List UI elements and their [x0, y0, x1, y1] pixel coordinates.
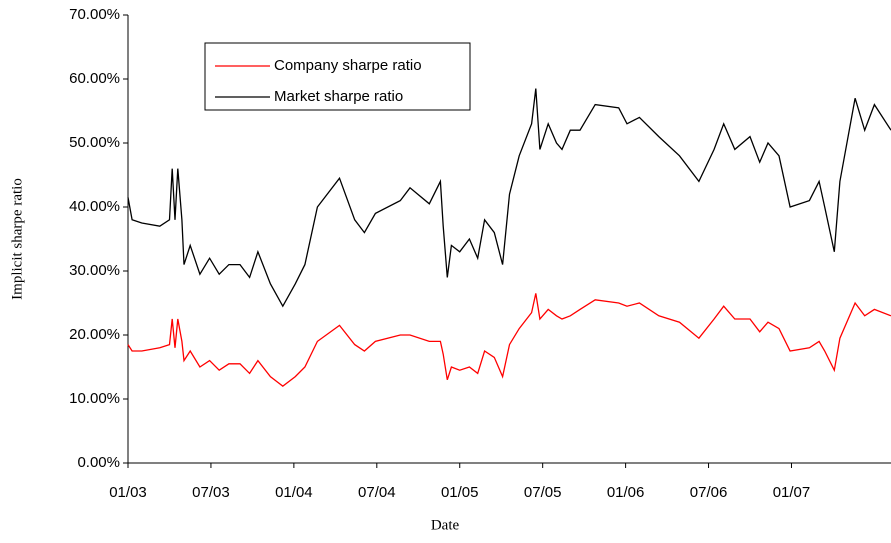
- x-tick-label: 01/04: [275, 484, 313, 501]
- x-tick-label: 07/04: [358, 484, 396, 501]
- x-tick-label: 01/07: [773, 484, 811, 501]
- y-tick-label: 30.00%: [69, 262, 120, 279]
- y-tick-label: 50.00%: [69, 134, 120, 151]
- legend-label: Company sharpe ratio: [274, 57, 422, 74]
- x-tick-label: 07/03: [192, 484, 230, 501]
- x-tick-label: 01/06: [607, 484, 645, 501]
- x-axis-label: Date: [431, 517, 460, 533]
- x-tick-label: 01/03: [109, 484, 147, 501]
- y-tick-label: 40.00%: [69, 198, 120, 215]
- y-tick-label: 70.00%: [69, 6, 120, 23]
- x-tick-label: 07/06: [690, 484, 728, 501]
- x-tick-label: 01/05: [441, 484, 479, 501]
- y-tick-label: 60.00%: [69, 70, 120, 87]
- y-tick-label: 10.00%: [69, 390, 120, 407]
- series-line: [127, 88, 891, 308]
- y-axis-label: Implicit sharpe ratio: [9, 178, 25, 300]
- x-tick-label: 07/05: [524, 484, 562, 501]
- legend-box: [204, 42, 471, 111]
- legend-label: Market sharpe ratio: [274, 88, 403, 105]
- y-tick-label: 0.00%: [77, 454, 120, 471]
- series-line: [127, 293, 891, 388]
- y-tick-label: 20.00%: [69, 326, 120, 343]
